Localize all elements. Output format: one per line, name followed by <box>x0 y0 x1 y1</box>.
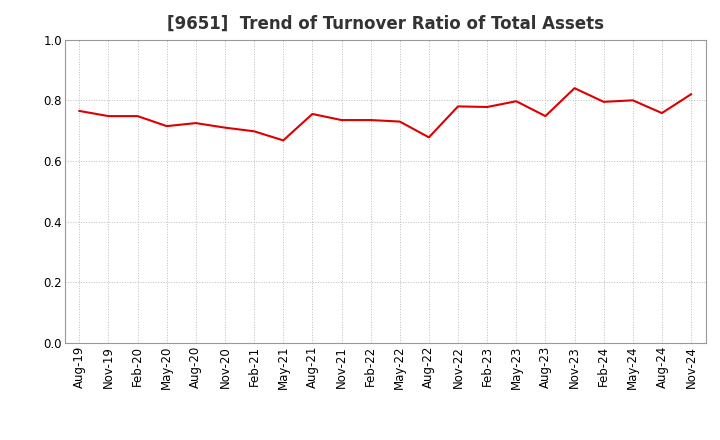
Title: [9651]  Trend of Turnover Ratio of Total Assets: [9651] Trend of Turnover Ratio of Total … <box>167 15 603 33</box>
